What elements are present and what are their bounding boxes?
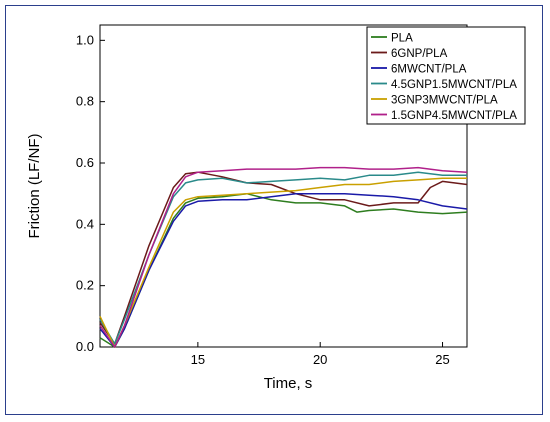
legend-label-3: 4.5GNP1.5MWCNT/PLA — [391, 79, 517, 91]
series-line-4 — [99, 177, 467, 348]
x-tick-label-2: 25 — [435, 352, 449, 367]
ticks-layer: 15 20 25 0.0 0.2 0.4 0.6 0.8 1.0 — [76, 32, 450, 367]
y-tick-label-2: 0.4 — [76, 216, 94, 231]
x-tick-label-0: 15 — [191, 352, 205, 367]
y-tick-label-0: 0.0 — [76, 339, 94, 354]
legend-label-5: 1.5GNP4.5MWCNT/PLA — [391, 110, 517, 122]
legend-box — [366, 26, 526, 125]
x-axis-label: Time, s — [264, 375, 313, 392]
y-tick-label-5: 1.0 — [76, 32, 94, 47]
legend-label-0: PLA — [391, 33, 413, 45]
x-tick-label-1: 20 — [313, 352, 327, 367]
figure-frame — [5, 5, 543, 415]
y-tick-label-1: 0.2 — [76, 278, 94, 293]
y-tick-label-3: 0.6 — [76, 155, 94, 170]
series-line-1 — [99, 171, 468, 345]
legend-label-4: 3GNP3MWCNT/PLA — [391, 95, 498, 107]
series-line-2 — [99, 192, 468, 348]
y-tick-label-4: 0.8 — [76, 94, 94, 109]
legend-label-2: 6MWCNT/PLA — [391, 64, 467, 76]
legend: PLA 6GNP/PLA 6MWCNT/PLA 4.5GNP1.5MWCNT/PLA 3… — [366, 26, 526, 125]
y-axis-label: Friction (LF/NF) — [26, 133, 43, 238]
series-line-5 — [99, 166, 468, 348]
legend-label-1: 6GNP/PLA — [391, 48, 448, 60]
series-layer — [99, 166, 468, 348]
